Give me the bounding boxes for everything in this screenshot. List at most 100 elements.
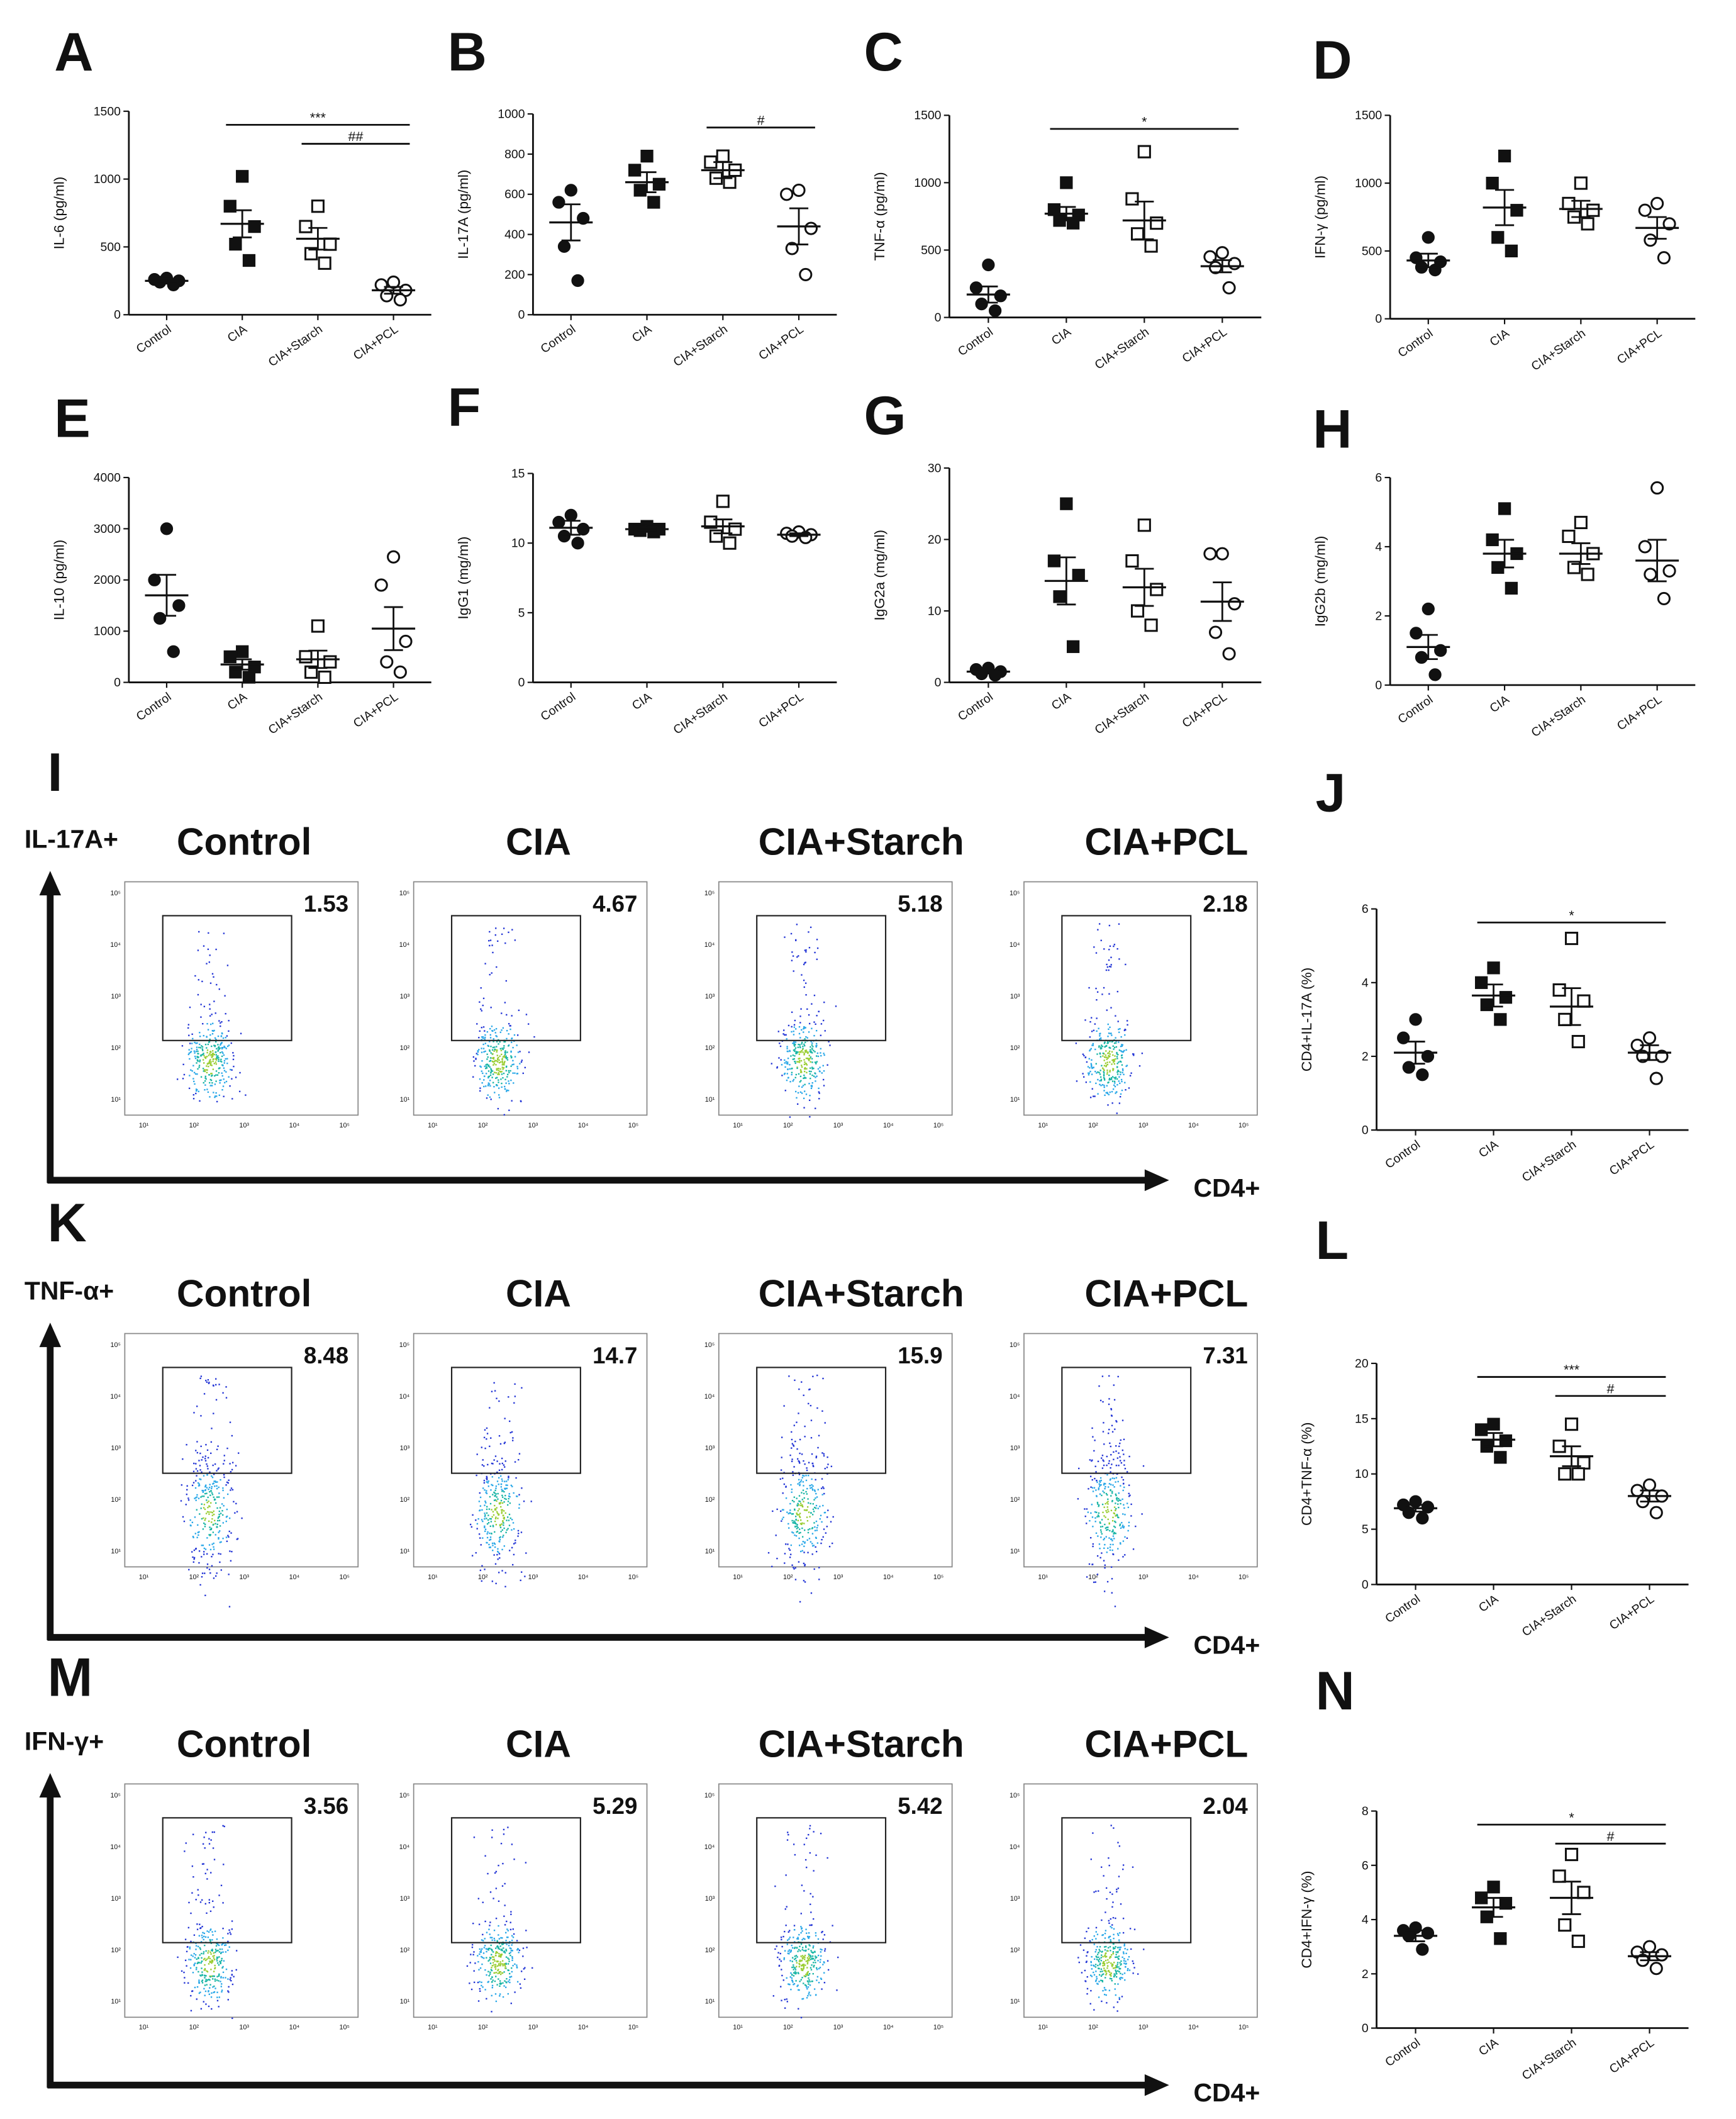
flow-event (210, 1996, 213, 1998)
flow-event (810, 1487, 811, 1489)
flow-event (219, 1561, 221, 1563)
flow-event (1108, 1989, 1111, 1991)
flow-event (803, 986, 805, 988)
flow-event (507, 1993, 509, 1995)
flow-event (202, 1843, 204, 1845)
flow-event (799, 1484, 801, 1485)
flow-y-tick-label: 10⁴ (399, 941, 410, 949)
flow-event (799, 1069, 802, 1071)
data-point (1222, 281, 1236, 294)
flow-event (799, 1044, 801, 1046)
flow-event (808, 1937, 810, 1939)
flow-event (1114, 1988, 1116, 1990)
flow-event (506, 1037, 508, 1040)
flow-event (806, 1866, 808, 1869)
flow-event (1103, 1973, 1104, 1975)
flow-event (500, 1475, 502, 1477)
flow-event (808, 1958, 810, 1960)
flow-event (1093, 1974, 1096, 1976)
flow-event (1115, 1946, 1116, 1948)
flow-event (193, 1557, 196, 1559)
flow-event (507, 1981, 509, 1982)
flow-event (199, 1036, 201, 1037)
flow-event (498, 1094, 500, 1096)
flow-event (225, 1071, 227, 1073)
flow-event (206, 1980, 208, 1982)
flow-x-tick-label: 10² (783, 1122, 793, 1129)
flow-event (526, 1947, 528, 1948)
flow-x-tick-label: 10¹ (428, 2024, 438, 2032)
gate (450, 1367, 581, 1474)
error-bar (713, 518, 733, 535)
flow-event (1103, 1074, 1105, 1076)
flow-event (491, 972, 492, 974)
flow-event (796, 1530, 799, 1533)
flow-event (192, 1536, 194, 1538)
flow-event (813, 1964, 815, 1967)
data-point (1125, 192, 1139, 206)
flow-event (811, 1514, 814, 1516)
flow-event (502, 1536, 504, 1538)
flow-event (809, 1945, 811, 1947)
flow-event (1123, 1482, 1125, 1485)
flow-event (1114, 1428, 1116, 1430)
flow-event (496, 1472, 498, 1473)
data-point (1574, 176, 1588, 190)
flow-event (203, 1863, 204, 1865)
flow-event (1096, 1977, 1098, 1980)
flow-event (1091, 1479, 1093, 1481)
flow-event (201, 1496, 203, 1497)
flow-event (209, 1979, 211, 1981)
flow-event (813, 994, 816, 997)
flow-event (225, 1058, 226, 1060)
flow-event (1119, 1962, 1121, 1964)
flow-event (801, 1522, 803, 1524)
flow-event (207, 1496, 209, 1499)
flow-event (486, 1512, 488, 1514)
flow-event (814, 951, 816, 954)
data-point (780, 187, 794, 201)
flow-event (811, 1487, 813, 1489)
flow-event (487, 1519, 489, 1521)
flow-event (208, 1500, 209, 1502)
flow-event (190, 1954, 192, 1956)
flow-event (806, 1467, 808, 1469)
flow-event (499, 1955, 501, 1957)
error-bar (1484, 1897, 1503, 1918)
flow-event (198, 1497, 200, 1499)
flow-event (513, 1528, 515, 1530)
flow-event (1099, 1522, 1101, 1524)
flow-event (486, 1067, 488, 1069)
flow-event (1113, 1975, 1115, 1977)
flow-event (477, 1053, 479, 1056)
flow-event (492, 1484, 494, 1487)
flow-event (821, 1988, 823, 1990)
flow-event (1128, 1496, 1130, 1497)
flow-event (1093, 1935, 1095, 1937)
flow-event (469, 1982, 470, 1984)
flow-event (489, 1037, 492, 1039)
flow-event (498, 1097, 501, 1099)
flow-event (520, 1579, 521, 1582)
flow-event (501, 1490, 503, 1492)
flow-event (1121, 1956, 1123, 1959)
flow-event (210, 1511, 212, 1513)
flow-event (821, 1930, 823, 1933)
flow-event (494, 1509, 496, 1511)
data-point (374, 578, 388, 592)
flow-event (201, 1960, 203, 1962)
flow-event (822, 1078, 825, 1081)
flow-event (220, 1569, 222, 1571)
y-tick-label: 5 (1362, 1523, 1369, 1536)
flow-event (810, 1049, 811, 1051)
flow-event (199, 1923, 201, 1925)
flow-event (221, 1944, 223, 1946)
group-title: CIA (506, 820, 571, 863)
data-point (1657, 591, 1671, 605)
flow-event (1091, 1031, 1093, 1032)
flow-event (519, 1983, 521, 1985)
flow-event (505, 1950, 508, 1952)
flow-event (211, 1428, 213, 1429)
flow-event (1101, 1866, 1103, 1868)
flow-event (794, 1076, 796, 1078)
